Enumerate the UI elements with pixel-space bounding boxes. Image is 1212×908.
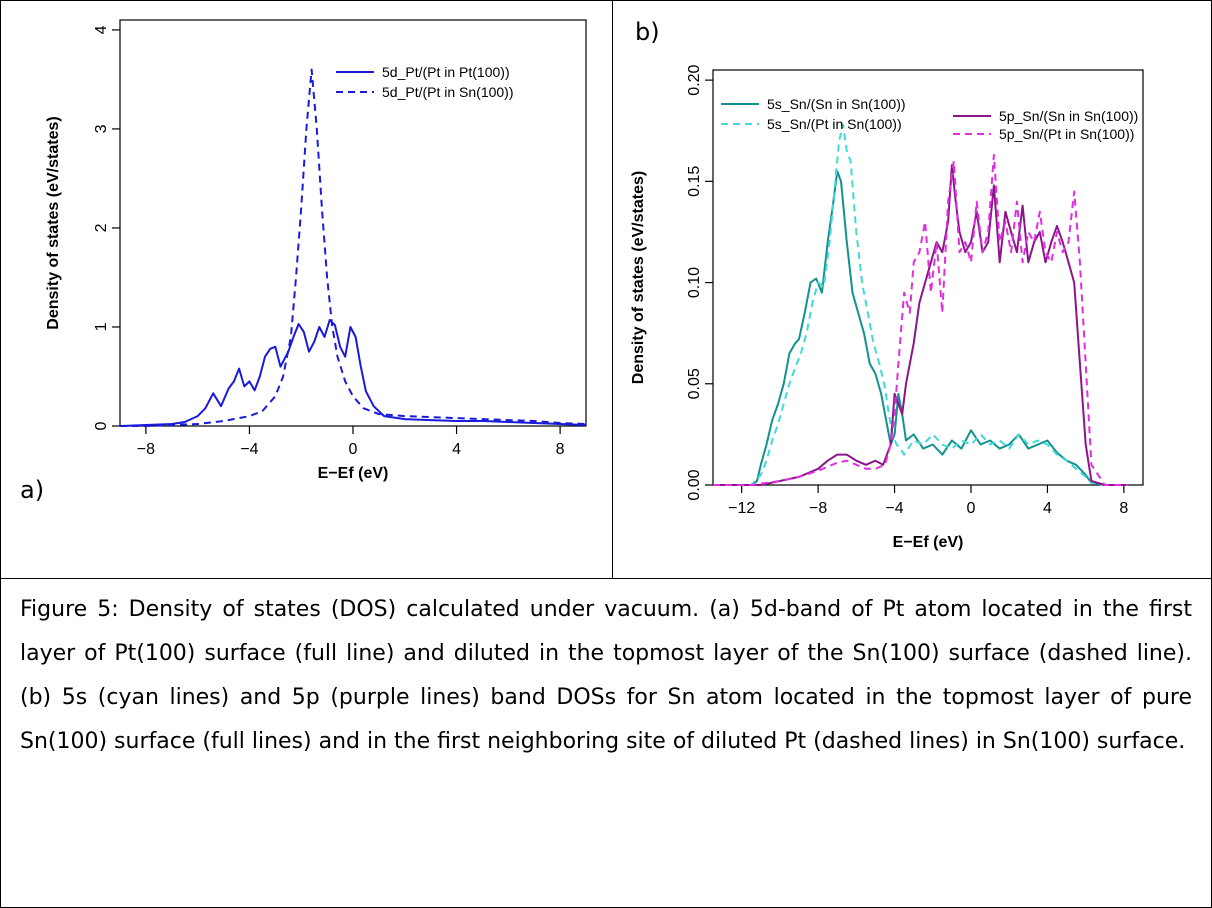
y-tick-label: 0.20 — [686, 64, 703, 95]
x-tick-label: −12 — [728, 500, 755, 517]
y-tick-label: 3 — [93, 124, 110, 133]
legend-label-2: 5d_Pt/(Pt in Sn(100)) — [382, 84, 514, 100]
x-tick-label: −4 — [240, 441, 258, 458]
legend-label-4: 5p_Sn/(Pt in Sn(100)) — [999, 126, 1134, 142]
y-tick-label: 0.10 — [686, 267, 703, 298]
plot-frame — [712, 69, 1144, 486]
legend-label-1: 5s_Sn/(Sn in Sn(100)) — [767, 96, 906, 112]
legend-label-3: 5p_Sn/(Sn in Sn(100)) — [999, 108, 1138, 124]
x-axis-label: E−Ef (eV) — [318, 465, 389, 482]
legend-label-1: 5d_Pt/(Pt in Pt(100)) — [382, 64, 510, 80]
y-tick-label: 4 — [93, 25, 110, 34]
x-tick-label: 4 — [1043, 500, 1052, 517]
x-axis-label: E−Ef (eV) — [893, 534, 964, 551]
y-tick-label: 0.05 — [686, 368, 703, 399]
series-line-3 — [713, 164, 1128, 486]
series-line-2 — [713, 123, 1128, 486]
y-tick-label: 0.00 — [686, 469, 703, 500]
y-tick-label: 2 — [93, 223, 110, 232]
panel-b: −12 −8 −4 0 4 8 0.00 0.05 0.10 0.15 0.20 E−Ef (eV) D… — [613, 0, 1211, 578]
series-line-4 — [713, 154, 1128, 486]
x-tick-label: −4 — [885, 500, 903, 517]
panel-b-label: b) — [635, 18, 660, 46]
x-tick-label: 0 — [349, 441, 358, 458]
y-tick-label: 0 — [93, 421, 110, 430]
x-tick-label: 8 — [556, 441, 565, 458]
plot-frame — [119, 19, 587, 427]
x-tick-label: 8 — [1119, 500, 1128, 517]
x-tick-label: −8 — [137, 441, 155, 458]
y-axis-label: Density of states (eV/states) — [45, 116, 62, 329]
figure-caption: Figure 5: Density of states (DOS) calcul… — [20, 597, 1192, 754]
x-tick-label: 4 — [452, 441, 461, 458]
panel-a: −8 −4 0 4 8 0 1 2 3 4 E−Ef (eV) Density of states (… — [0, 0, 612, 578]
y-tick-label: 1 — [93, 322, 110, 331]
y-tick-label: 0.15 — [686, 166, 703, 197]
x-tick-label: −8 — [809, 500, 827, 517]
legend-label-2: 5s_Sn/(Pt in Sn(100)) — [767, 116, 902, 132]
y-axis-label: Density of states (eV/states) — [630, 171, 647, 384]
panel-a-label: a) — [20, 476, 45, 504]
panel-divider — [612, 0, 613, 578]
chart-a: −8 −4 0 4 8 0 1 2 3 4 E−Ef (eV) Density of states (… — [45, 19, 587, 482]
series-line-1 — [119, 319, 587, 427]
series-line-1 — [713, 170, 1128, 486]
x-tick-label: 0 — [967, 500, 976, 517]
caption-divider — [0, 578, 1212, 579]
chart-b: −12 −8 −4 0 4 8 0.00 0.05 0.10 0.15 0.20 E−Ef (eV) D… — [630, 64, 1144, 551]
series-line-2 — [120, 68, 587, 427]
